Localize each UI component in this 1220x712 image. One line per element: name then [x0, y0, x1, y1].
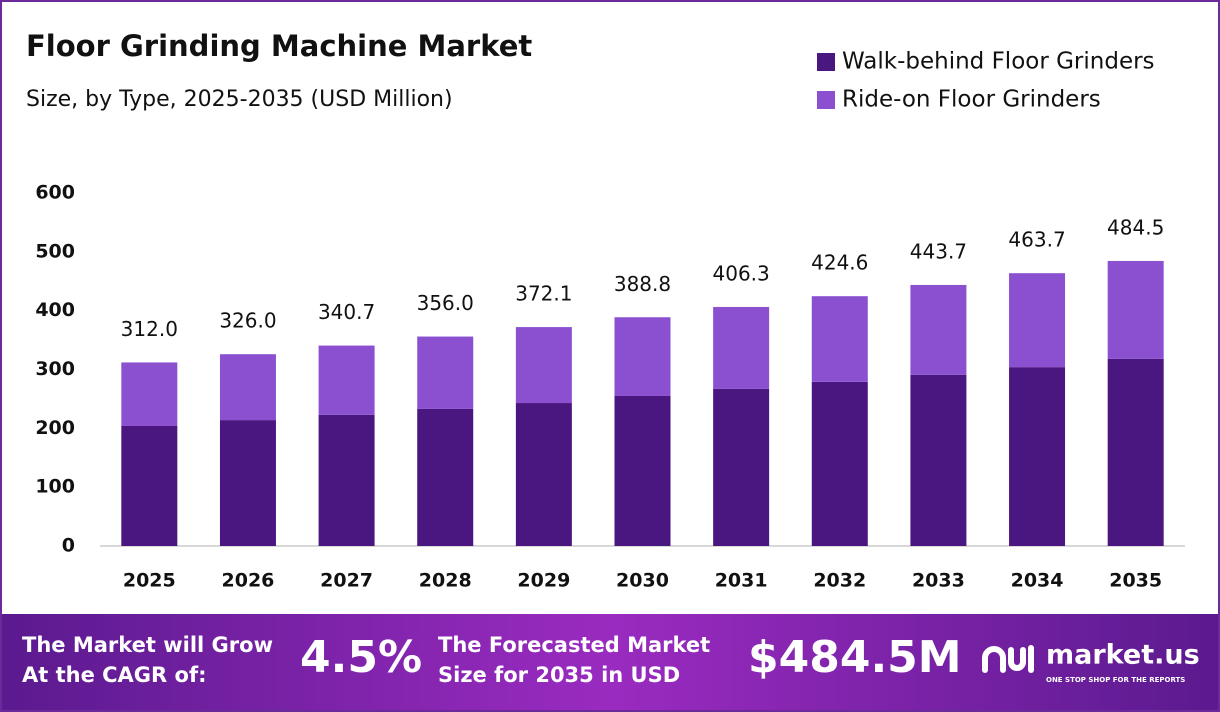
total-label: 388.8 — [614, 272, 671, 296]
x-tick-label: 2034 — [1011, 570, 1064, 592]
bar-segment — [515, 403, 572, 546]
x-tick-label: 2032 — [813, 570, 866, 592]
total-label: 463.7 — [1008, 228, 1065, 252]
total-label: 372.1 — [515, 282, 572, 306]
x-tick-label: 2026 — [222, 570, 275, 592]
x-tick-label: 2030 — [616, 570, 669, 592]
x-tick-label: 2035 — [1109, 570, 1162, 592]
cagr-text: At the CAGR of: — [22, 663, 207, 687]
chart-subtitle: Size, by Type, 2025-2035 (USD Million) — [26, 87, 453, 112]
total-label: 484.5 — [1107, 215, 1164, 239]
y-tick-label: 500 — [35, 240, 75, 262]
chart-title: Floor Grinding Machine Market — [26, 29, 532, 63]
bar-segment — [318, 345, 375, 415]
bar-segment — [219, 354, 276, 421]
y-tick-label: 400 — [35, 299, 75, 321]
y-tick-label: 600 — [35, 182, 75, 204]
bar-segment — [1107, 260, 1164, 359]
bar-segment — [318, 414, 375, 546]
bar-segment — [121, 362, 178, 426]
footer-band — [2, 614, 1218, 710]
total-label: 406.3 — [713, 261, 770, 285]
size-text: The Forecasted Market — [438, 633, 710, 657]
y-tick-label: 100 — [35, 476, 75, 498]
bar-segment — [910, 284, 967, 375]
bar-segment — [1107, 358, 1164, 546]
y-tick-label: 300 — [35, 358, 75, 380]
legend-swatch — [817, 91, 835, 109]
y-tick-label: 200 — [35, 417, 75, 439]
bar-segment — [910, 374, 967, 546]
bar-segment — [515, 327, 572, 404]
size-value: $484.5M — [748, 632, 962, 683]
legend-label: Ride-on Floor Grinders — [842, 87, 1101, 113]
x-tick-label: 2029 — [517, 570, 570, 592]
x-tick-label: 2031 — [715, 570, 768, 592]
bar-segment — [417, 336, 474, 409]
total-label: 312.0 — [121, 317, 178, 341]
bar-segment — [1009, 367, 1066, 546]
legend: Walk-behind Floor Grinders Ride-on Floor … — [817, 49, 1155, 113]
bar-segment — [1009, 273, 1066, 368]
tagline: ONE STOP SHOP FOR THE REPORTS — [1046, 676, 1185, 684]
total-label: 443.7 — [910, 239, 967, 263]
legend-swatch — [817, 53, 835, 71]
x-tick-label: 2033 — [912, 570, 965, 592]
size-text: Size for 2035 in USD — [438, 663, 680, 687]
total-label: 340.7 — [318, 300, 375, 324]
brand: market.us — [1046, 640, 1200, 671]
total-label: 424.6 — [811, 251, 868, 275]
x-tick-label: 2028 — [419, 570, 472, 592]
bar-segment — [614, 395, 671, 546]
bar-segment — [811, 296, 868, 382]
legend-label: Walk-behind Floor Grinders — [842, 49, 1155, 75]
x-tick-label: 2027 — [320, 570, 373, 592]
brand-logo — [982, 645, 1034, 673]
bar-segment — [811, 381, 868, 546]
bar-segment — [219, 420, 276, 546]
plot: 0 100 200 300 400 500 600 312.0 2025 326.0 2026 340… — [35, 182, 1185, 592]
cagr-text: The Market will Grow — [22, 633, 273, 657]
bar-segment — [614, 317, 671, 396]
bar-segment — [713, 306, 770, 389]
y-tick-label: 0 — [62, 535, 75, 557]
total-label: 326.0 — [219, 309, 276, 333]
x-tick-label: 2025 — [123, 570, 176, 592]
bar-segment — [121, 425, 178, 546]
cagr-value: 4.5% — [300, 632, 422, 683]
total-label: 356.0 — [417, 291, 474, 315]
bar-segment — [417, 408, 474, 546]
bar-segment — [713, 388, 770, 546]
